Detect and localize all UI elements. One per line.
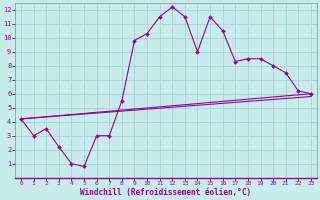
X-axis label: Windchill (Refroidissement éolien,°C): Windchill (Refroidissement éolien,°C) <box>80 188 252 197</box>
